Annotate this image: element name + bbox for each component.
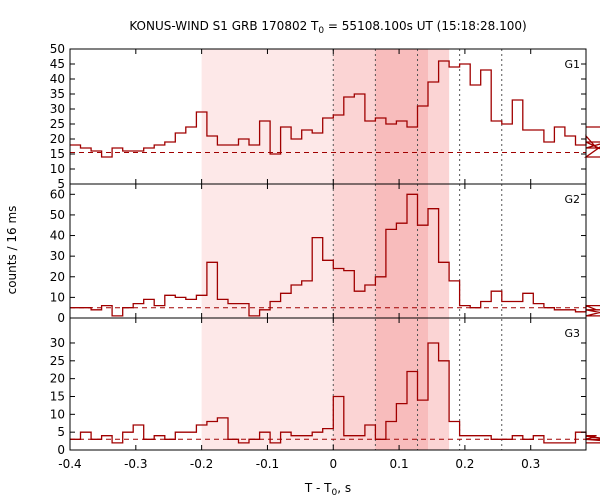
histogram-G3 xyxy=(70,342,600,444)
y-tick-label: 30 xyxy=(50,249,65,263)
x-tick-label: -0.3 xyxy=(124,457,147,471)
panel-label-G3: G3 xyxy=(564,327,580,340)
panel-frame-G3 xyxy=(69,317,587,451)
x-axis-label: T - T0, s xyxy=(304,481,351,498)
y-tick-label: 30 xyxy=(50,102,65,116)
x-tick-label: -0.2 xyxy=(190,457,213,471)
y-tick-label: 5 xyxy=(57,177,65,191)
x-tick-label: -0.4 xyxy=(58,457,81,471)
x-tick-label: 0.1 xyxy=(390,457,409,471)
shaded-interval-2 xyxy=(375,49,429,450)
histogram-G2 xyxy=(70,193,600,317)
panel-label-G1: G1 xyxy=(564,58,580,71)
y-tick-label: 40 xyxy=(50,72,65,86)
y-tick-label: 5 xyxy=(57,425,65,439)
shaded-intervals xyxy=(201,49,450,450)
y-tick-label: 10 xyxy=(50,290,65,304)
y-tick-label: 35 xyxy=(50,87,65,101)
panel-label-G2: G2 xyxy=(564,193,580,206)
y-tick-label: 0 xyxy=(57,311,65,325)
background-levels xyxy=(70,152,586,440)
y-tick-label: 40 xyxy=(50,229,65,243)
y-tick-label: 60 xyxy=(50,187,65,201)
y-tick-label: 20 xyxy=(50,270,65,284)
y-tick-label: 0 xyxy=(57,443,65,457)
shaded-interval-1 xyxy=(333,49,376,450)
y-tick-label: 10 xyxy=(50,162,65,176)
y-tick-label: 25 xyxy=(50,117,65,131)
x-ticks: -0.4 -0.3 -0.2 -0.1 0 0.1 0.2 0.3 xyxy=(58,49,540,471)
x-tick-label: 0.2 xyxy=(455,457,474,471)
y-tick-label: 50 xyxy=(50,208,65,222)
y-tick-label: 30 xyxy=(50,336,65,350)
chart-title: KONUS-WIND S1 GRB 170802 T0 = 55108.100s… xyxy=(129,19,526,36)
y-tick-label: 45 xyxy=(50,57,65,71)
x-tick-label: 0 xyxy=(329,457,337,471)
histograms xyxy=(70,60,600,444)
y-tick-label: 10 xyxy=(50,407,65,421)
y-tick-label: 15 xyxy=(50,389,65,403)
y-tick-label: 25 xyxy=(50,354,65,368)
panel-frames xyxy=(69,48,587,451)
y-tick-label: 20 xyxy=(50,372,65,386)
x-tick-label: -0.1 xyxy=(256,457,279,471)
y-ticks: 5101520253035404550010203040506005101520… xyxy=(50,42,586,457)
y-tick-label: 50 xyxy=(50,42,65,56)
panel-labels: G1 G2 G3 xyxy=(564,58,580,340)
histogram-G1 xyxy=(70,60,600,158)
x-tick-label: 0.3 xyxy=(521,457,540,471)
y-tick-label: 15 xyxy=(50,147,65,161)
y-axis-label: counts / 16 ms xyxy=(5,206,19,295)
y-tick-label: 20 xyxy=(50,132,65,146)
